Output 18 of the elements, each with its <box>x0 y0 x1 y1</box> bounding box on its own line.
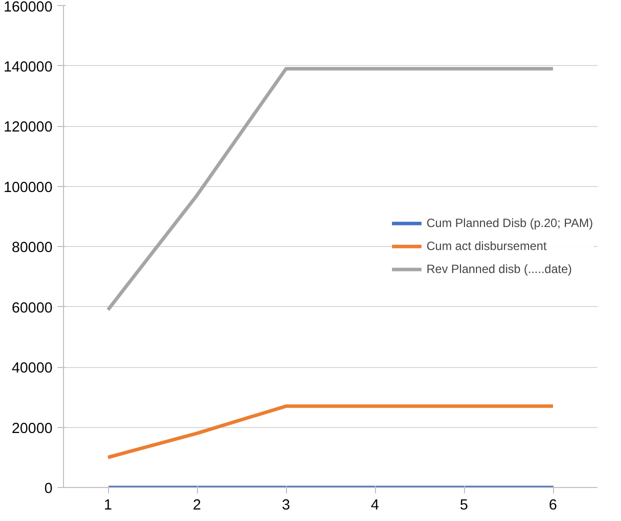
y-tick-label: 0 <box>44 481 53 497</box>
y-tick-label: 140000 <box>4 59 53 76</box>
legend-label: Cum act disbursement <box>426 239 547 253</box>
y-tick-label: 100000 <box>4 180 53 196</box>
x-tick-label: 5 <box>460 498 468 514</box>
x-tick-label: 3 <box>282 498 290 514</box>
legend-label: Rev Planned disb (.....date) <box>426 262 572 276</box>
y-tick-label: 80000 <box>12 240 53 256</box>
y-tick-label: 40000 <box>12 360 53 376</box>
y-tick-label: 20000 <box>12 420 53 437</box>
y-tick-label: 120000 <box>4 120 53 136</box>
x-tick-label: 4 <box>370 498 380 514</box>
legend-label: Cum Planned Disb (p.20; PAM) <box>426 216 593 230</box>
x-tick-label: 6 <box>548 498 558 514</box>
x-tick-label: 1 <box>104 498 112 514</box>
y-tick-label: 160000 <box>4 0 53 16</box>
y-tick-label: 60000 <box>12 300 53 316</box>
x-tick-label: 2 <box>192 498 202 514</box>
